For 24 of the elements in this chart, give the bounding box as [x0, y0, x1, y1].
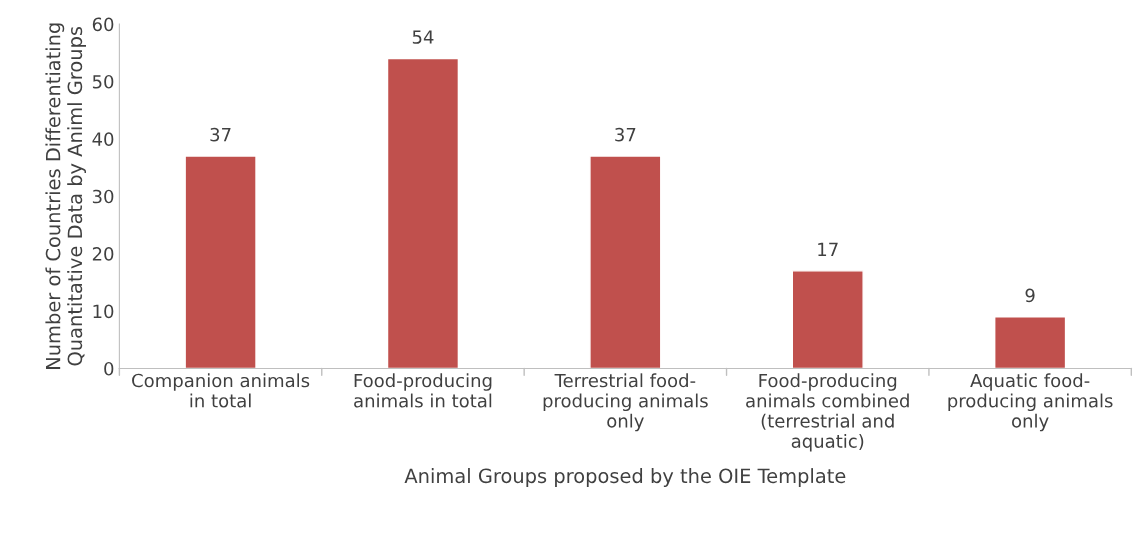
- x-tick-label: Terrestrial food- producing animals only: [543, 373, 708, 432]
- data-label: 37: [615, 127, 636, 142]
- data-label: 17: [818, 242, 838, 257]
- bar: [994, 316, 1067, 369]
- bar: [386, 57, 460, 369]
- y-tick-label: 50: [92, 74, 114, 89]
- y-tick-label: 0: [104, 361, 114, 376]
- x-tick-label: Food-producing animals combined (terrestrial and aquatic): [746, 373, 909, 452]
- y-tick-label: 20: [92, 247, 114, 261]
- x-tick-label: Aquatic food- producing animals only: [948, 373, 1113, 432]
- bar: [184, 155, 257, 369]
- y-tick-label: 10: [93, 304, 114, 319]
- data-label: 9: [1025, 288, 1035, 303]
- y-tick-label: 60: [92, 17, 114, 32]
- x-axis-title: Animal Groups proposed by the OIE Template: [404, 468, 846, 487]
- data-label: 37: [210, 127, 231, 142]
- data-label: 54: [412, 30, 434, 44]
- x-tick-label: Food-producing animals in total: [354, 373, 492, 408]
- bar: [791, 270, 864, 369]
- bar: [589, 155, 662, 369]
- x-tick-label: Companion animals in total: [132, 373, 310, 408]
- y-tick-label: 30: [92, 189, 114, 204]
- y-tick-label: 40: [92, 132, 114, 146]
- y-axis-title: Number of Countries Differentiating Quantitative Data by Animl Groups: [45, 23, 86, 369]
